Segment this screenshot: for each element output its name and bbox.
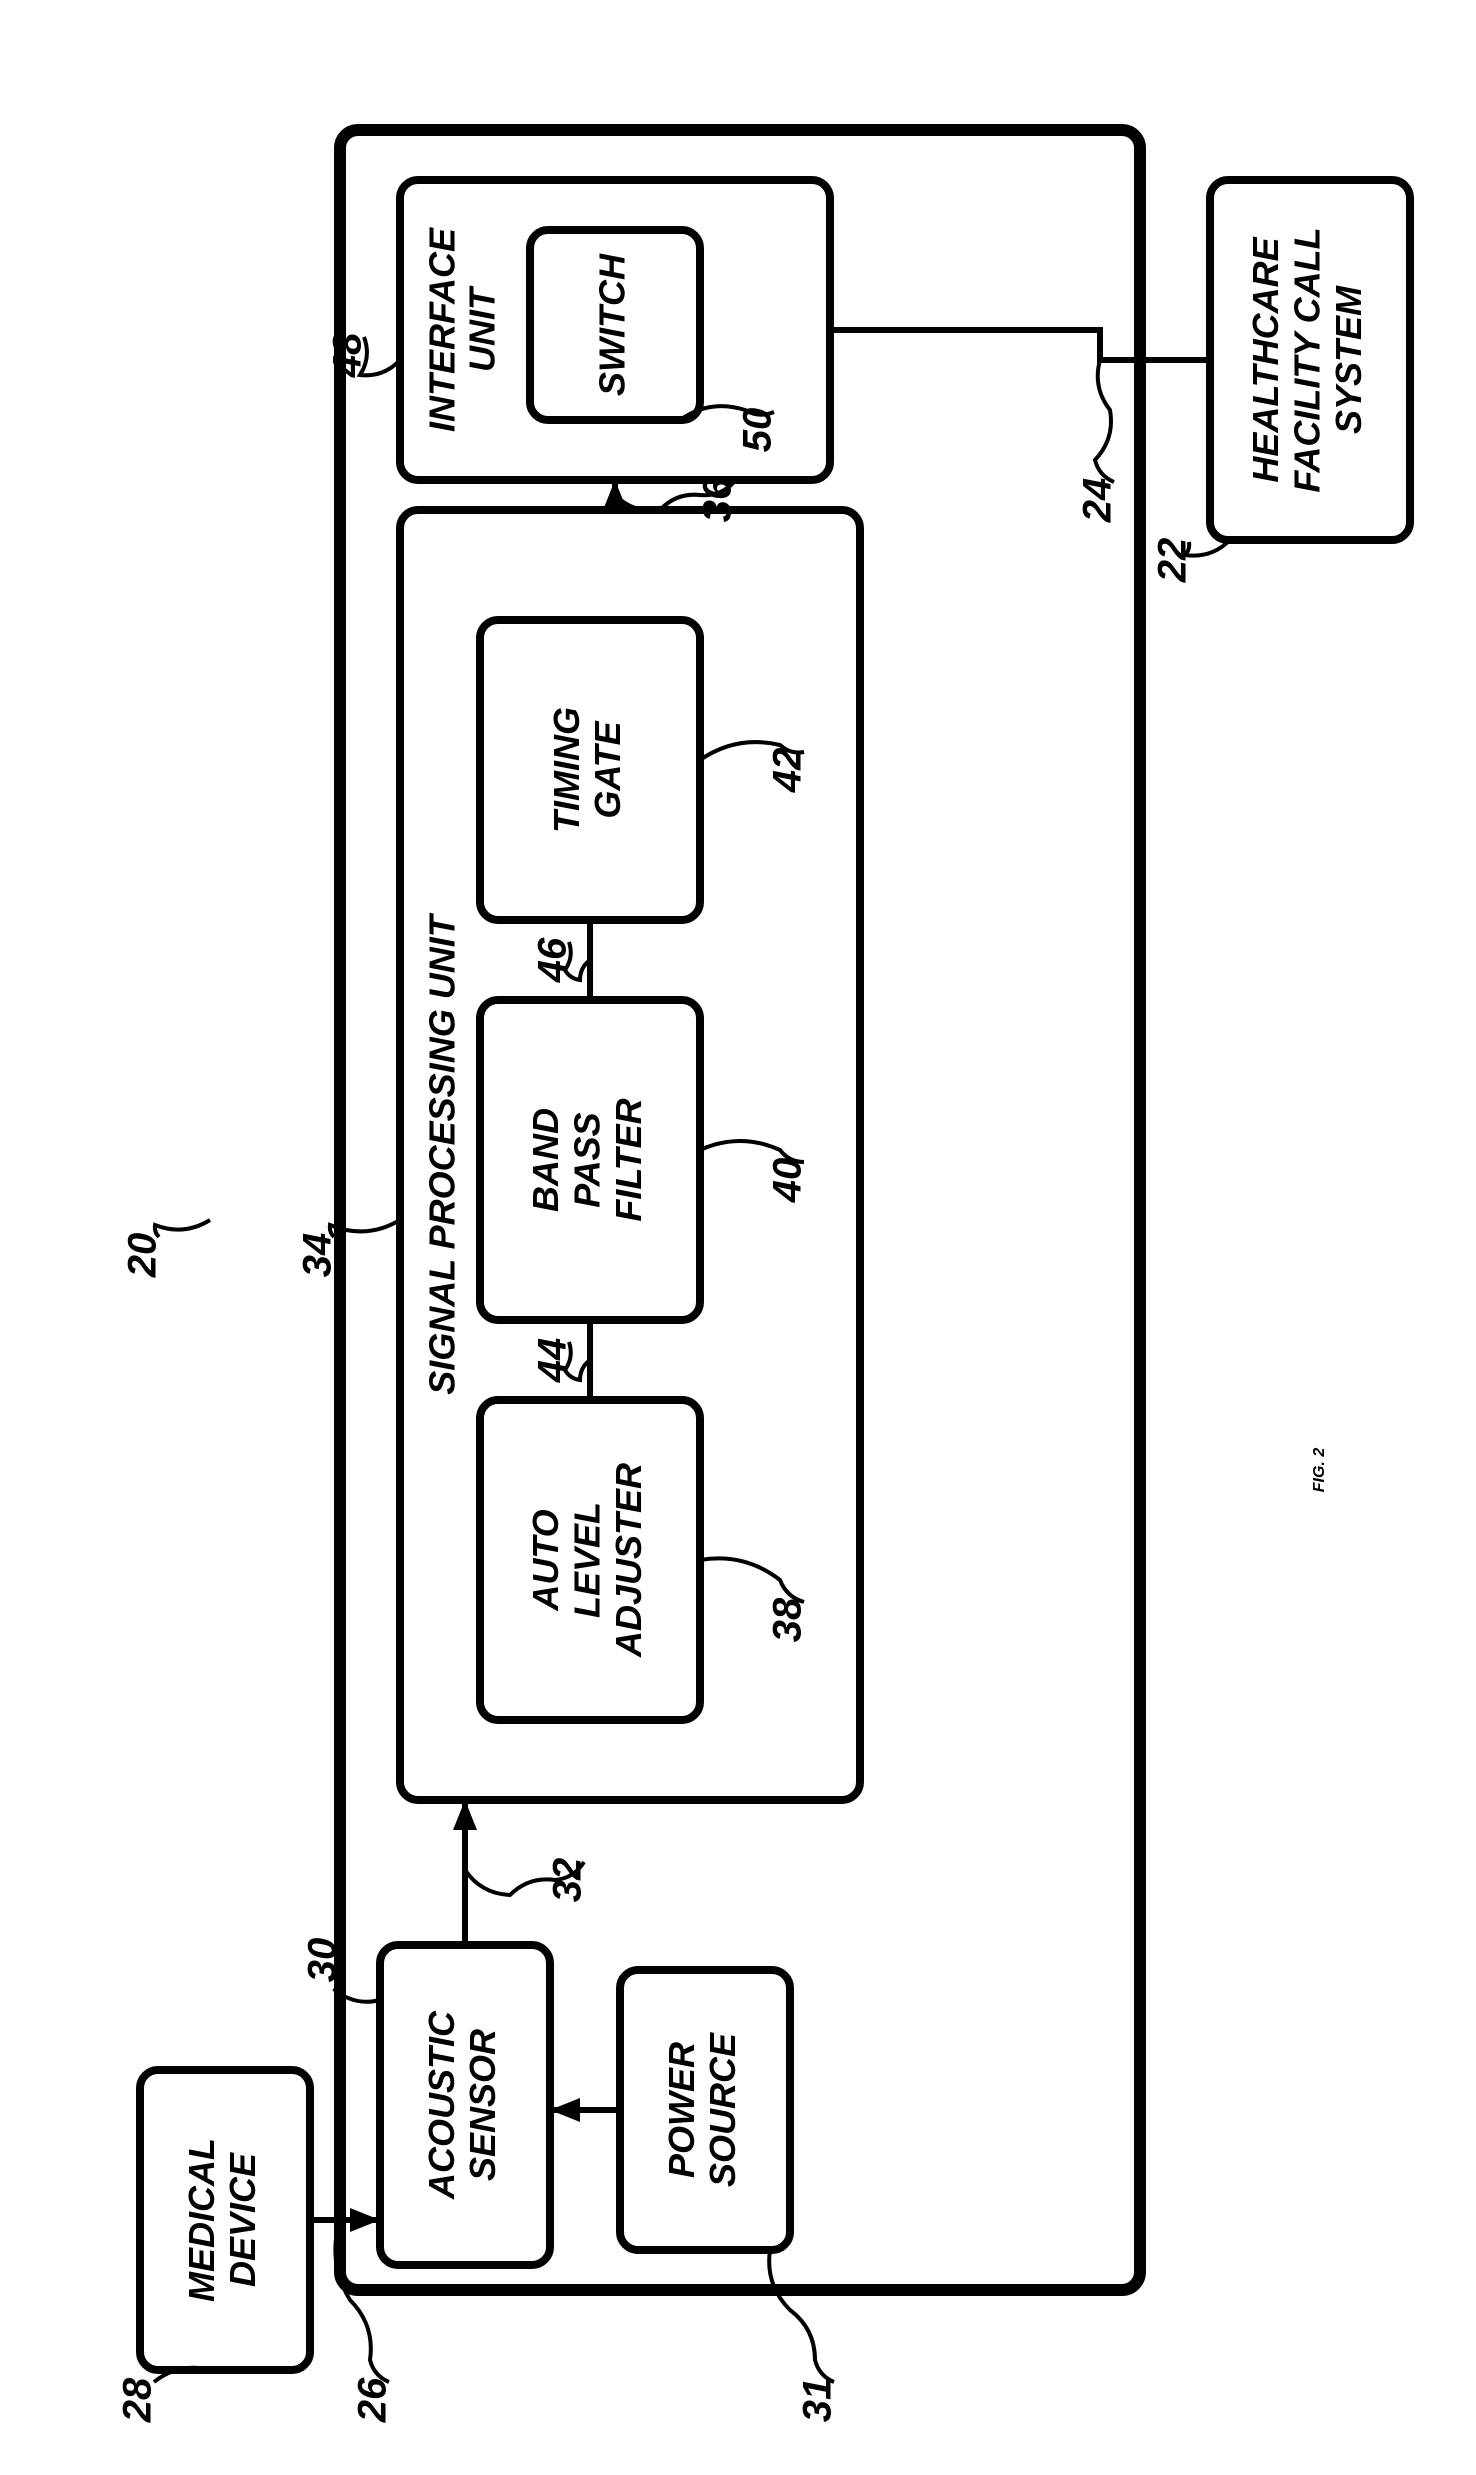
ref-44-label: 44: [531, 1338, 575, 1384]
ref-24-label: 24: [1076, 478, 1120, 524]
ref-20-label: 20: [121, 1233, 165, 1279]
node-tg-label-1: GATE: [587, 720, 628, 818]
ref-22: 22: [1151, 538, 1230, 584]
node-switch: SWITCH: [530, 230, 700, 420]
node-ala-label-0: AUTO: [525, 1509, 566, 1611]
node-hfcs-label-2: SYSTEM: [1328, 285, 1369, 434]
node-bpf-label-1: PASS: [567, 1112, 608, 1207]
ref-42-label: 42: [766, 748, 810, 794]
node-bpf-label-0: BAND: [525, 1108, 566, 1212]
title-spu-0: SIGNAL PROCESSING UNIT: [422, 912, 463, 1394]
ref-34-label: 34: [296, 1233, 340, 1278]
ref-31-label: 31: [796, 2378, 840, 2423]
node-ala-label-2: ADJUSTER: [608, 1463, 649, 1658]
ref-40-label: 40: [766, 1158, 810, 1204]
ref-22-label: 22: [1151, 538, 1195, 584]
node-hfcs-label-0: HEALTHCARE: [1245, 236, 1286, 482]
node-bpf-label-2: FILTER: [608, 1098, 649, 1221]
node-medical-device-label-0: MEDICAL: [181, 2138, 222, 2302]
ref-30-label: 30: [301, 1938, 345, 1983]
ref-28: 28: [116, 2368, 210, 2424]
ref-48-label: 48: [326, 332, 370, 378]
ref-32-label: 32: [546, 1858, 590, 1903]
node-hfcs: HEALTHCAREFACILITY CALLSYSTEM: [1210, 180, 1410, 540]
node-ala: AUTOLEVELADJUSTER: [480, 1400, 700, 1720]
ref-20: 20: [121, 1220, 210, 1278]
node-medical-device-label-1: DEVICE: [222, 2152, 263, 2287]
node-bpf: BANDPASSFILTER: [480, 1000, 700, 1320]
node-ala-label-1: LEVEL: [567, 1502, 608, 1618]
title-interface-unit-1: INTERFACE: [422, 227, 463, 432]
ref-46-label: 46: [531, 937, 575, 983]
node-switch-label-0: SWITCH: [592, 253, 633, 396]
node-power-source-label-1: SOURCE: [702, 2032, 743, 2187]
node-medical-device: MEDICALDEVICE: [140, 2070, 310, 2370]
figure-caption: FIG. 2: [1311, 1448, 1328, 1493]
node-power-source-label-0: POWER: [661, 2042, 702, 2178]
node-tg-label-0: TIMING: [546, 707, 587, 833]
node-acoustic-sensor-label-1: SENSOR: [462, 2029, 503, 2181]
ref-38-label: 38: [766, 1597, 810, 1642]
node-acoustic-sensor-label-0: ACOUSTIC: [421, 2010, 462, 2200]
node-acoustic-sensor: ACOUSTICSENSOR: [380, 1945, 550, 2265]
ref-36-label: 36: [696, 477, 740, 522]
ref-50-label: 50: [736, 408, 780, 453]
title-interface-unit-2: UNIT: [462, 285, 503, 372]
ref-28-label: 28: [116, 2377, 160, 2423]
node-power-source: POWERSOURCE: [620, 1970, 790, 2250]
node-tg: TIMINGGATE: [480, 620, 700, 920]
ref-26-label: 26: [351, 2377, 395, 2423]
node-hfcs-label-1: FACILITY CALL: [1287, 227, 1328, 492]
